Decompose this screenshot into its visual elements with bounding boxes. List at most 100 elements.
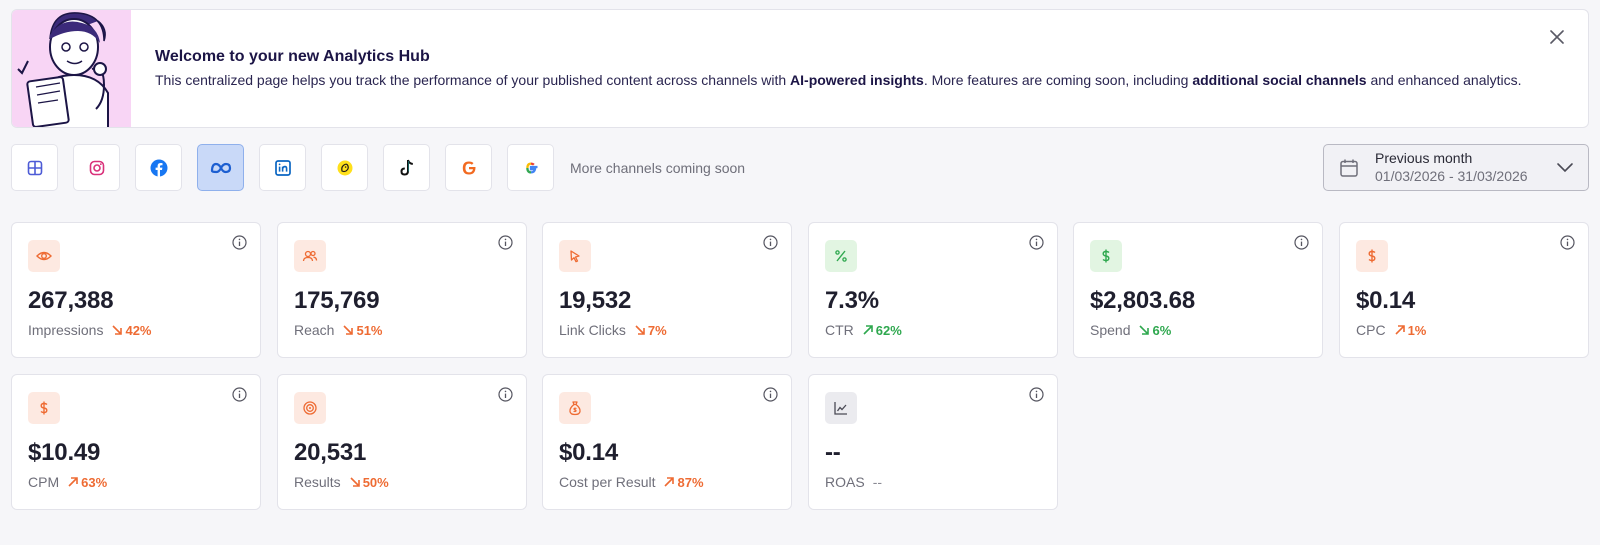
metric-card-cost-per-result: $0.14 Cost per Result 87% xyxy=(542,374,792,510)
metric-label: Reach xyxy=(294,322,335,338)
metric-value: $0.14 xyxy=(1356,287,1416,314)
metric-change-value: 63% xyxy=(81,474,108,490)
info-icon[interactable] xyxy=(1560,235,1575,250)
metric-change: 50% xyxy=(349,475,389,490)
calendar-icon xyxy=(1339,158,1359,178)
metric-label: CTR xyxy=(825,322,854,338)
info-icon[interactable] xyxy=(763,387,778,402)
info-icon[interactable] xyxy=(498,235,513,250)
channel-button-google[interactable] xyxy=(507,144,554,191)
facebook-icon xyxy=(150,159,167,177)
metric-change-value: 87% xyxy=(677,474,704,490)
arrow-down-right-icon xyxy=(350,477,360,487)
date-range-picker[interactable]: Previous month 01/03/2026 - 31/03/2026 xyxy=(1323,144,1589,191)
channel-button-instagram[interactable] xyxy=(73,144,120,191)
banner-description: This centralized page helps you track th… xyxy=(155,71,1521,89)
welcome-illustration xyxy=(12,10,131,127)
metric-change: 1% xyxy=(1394,322,1427,338)
channel-button-tiktok[interactable] xyxy=(383,144,430,191)
metric-change: 51% xyxy=(342,322,383,338)
metric-change: 42% xyxy=(111,323,152,338)
metric-value: $0.14 xyxy=(559,439,619,466)
info-icon[interactable] xyxy=(232,387,247,402)
metric-label: Impressions xyxy=(28,322,104,338)
metric-label: CPM xyxy=(28,474,60,490)
date-range-label: Previous month xyxy=(1375,149,1473,166)
instagram-icon xyxy=(89,160,104,175)
metric-label: Cost per Result xyxy=(559,474,656,490)
metric-label: Spend xyxy=(1090,322,1131,338)
close-icon xyxy=(1550,30,1564,44)
close-banner-button[interactable] xyxy=(1548,28,1566,46)
percent-icon xyxy=(825,240,857,272)
arrow-up-right-icon xyxy=(664,477,675,487)
arrow-down-right-icon xyxy=(343,325,354,335)
channel-button-linkedin[interactable] xyxy=(259,144,306,191)
arrow-down-right-icon xyxy=(112,325,123,335)
metric-label: CPC xyxy=(1356,322,1386,338)
date-range-value: 01/03/2026 - 31/03/2026 xyxy=(1375,168,1528,185)
banner-body-text: and enhanced analytics. xyxy=(1366,71,1522,88)
all-channels-icon xyxy=(27,160,42,175)
trend-chart-icon xyxy=(825,392,857,424)
channel-button-all[interactable] xyxy=(11,144,58,191)
metric-change-value: 51% xyxy=(356,322,383,338)
banner-body-text: This centralized page helps you track th… xyxy=(155,71,791,88)
tiktok-icon xyxy=(399,159,413,176)
metric-value: -- xyxy=(825,439,841,466)
banner-body-text: . More features are coming soon, includi… xyxy=(923,71,1193,88)
info-icon[interactable] xyxy=(498,387,513,402)
arrow-down-right-icon xyxy=(635,325,645,335)
info-icon[interactable] xyxy=(1029,387,1044,402)
users-icon xyxy=(294,240,326,272)
chevron-down-icon xyxy=(1556,160,1574,174)
metric-value: 20,531 xyxy=(294,439,367,466)
metric-card-impressions: 267,388 Impressions 42% xyxy=(11,222,261,358)
google-ads-icon xyxy=(462,161,476,174)
dollar-icon xyxy=(1356,240,1388,272)
metric-card-results: 20,531 Results 50% xyxy=(277,374,527,510)
arrow-up-right-icon xyxy=(863,325,873,335)
info-icon[interactable] xyxy=(232,235,247,250)
channel-selector: More channels coming soon xyxy=(11,144,745,191)
metric-label: Link Clicks xyxy=(559,322,626,338)
linkedin-icon xyxy=(274,159,291,176)
banner-text: Welcome to your new Analytics Hub This c… xyxy=(131,48,1581,89)
dollar-icon xyxy=(28,392,60,424)
metric-value: 175,769 xyxy=(294,287,380,314)
channel-button-meta[interactable] xyxy=(197,144,244,191)
channel-button-google-ads[interactable] xyxy=(445,144,492,191)
target-icon xyxy=(294,392,326,424)
money-bag-icon xyxy=(559,392,591,424)
info-icon[interactable] xyxy=(1294,235,1309,250)
meta-icon xyxy=(210,162,231,173)
metric-value: $2,803.68 xyxy=(1090,287,1195,314)
banner-title: Welcome to your new Analytics Hub xyxy=(155,47,430,65)
mailchimp-icon xyxy=(337,160,352,175)
metric-label: Results xyxy=(294,474,341,490)
arrow-up-right-icon xyxy=(1394,325,1405,335)
metric-value: 267,388 xyxy=(28,287,114,314)
channel-button-facebook[interactable] xyxy=(135,144,182,191)
metric-card-reach: 175,769 Reach 51% xyxy=(277,222,527,358)
metric-change: -- xyxy=(873,474,882,490)
metric-change-value: 50% xyxy=(362,474,389,490)
cursor-icon xyxy=(559,240,591,272)
metric-card-link-clicks: 19,532 Link Clicks 7% xyxy=(542,222,792,358)
metric-card-cpc: $0.14 CPC 1% xyxy=(1339,222,1589,358)
eye-icon xyxy=(28,240,60,272)
metric-card-cpm: $10.49 CPM 63% xyxy=(11,374,261,510)
info-icon[interactable] xyxy=(1029,235,1044,250)
metric-change: 6% xyxy=(1138,323,1171,338)
metric-change-value: 7% xyxy=(647,322,667,338)
info-icon[interactable] xyxy=(763,235,778,250)
metric-change: 87% xyxy=(663,474,704,490)
metric-card-roas: -- ROAS -- xyxy=(808,374,1058,510)
google-icon xyxy=(525,161,537,174)
arrow-up-right-icon xyxy=(68,477,78,487)
channel-button-mailchimp[interactable] xyxy=(321,144,368,191)
metric-change-value: 1% xyxy=(1407,322,1427,338)
banner-highlight-channels: additional social channels xyxy=(1192,71,1367,88)
metric-change: 63% xyxy=(67,475,107,490)
metric-change-value: 6% xyxy=(1152,322,1172,338)
